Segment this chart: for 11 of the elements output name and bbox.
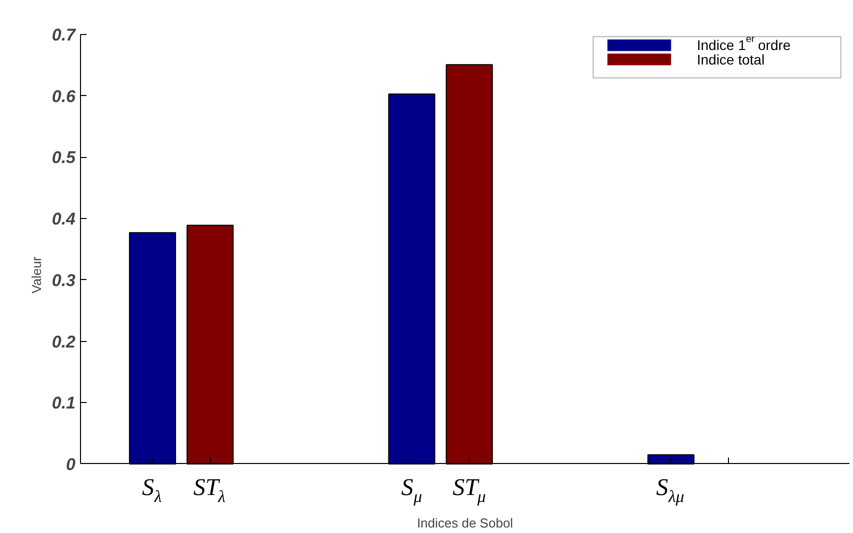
- y-tick-label: 0.4: [52, 210, 76, 229]
- y-tick-label: 0.1: [52, 394, 76, 413]
- y-tick-label: 0: [66, 454, 76, 474]
- y-tick-label: 0.7: [52, 26, 78, 44]
- y-tick-label: 0.6: [52, 86, 76, 106]
- y-tick-label: 0.5: [52, 148, 76, 168]
- y-tick-label: 0.3: [52, 270, 76, 290]
- legend-label: Indice total: [696, 51, 765, 68]
- y-axis-title: Valeur: [28, 256, 44, 294]
- y-tick-label: 0.2: [52, 332, 76, 352]
- x-axis-title: Indices de Sobol: [416, 516, 514, 530]
